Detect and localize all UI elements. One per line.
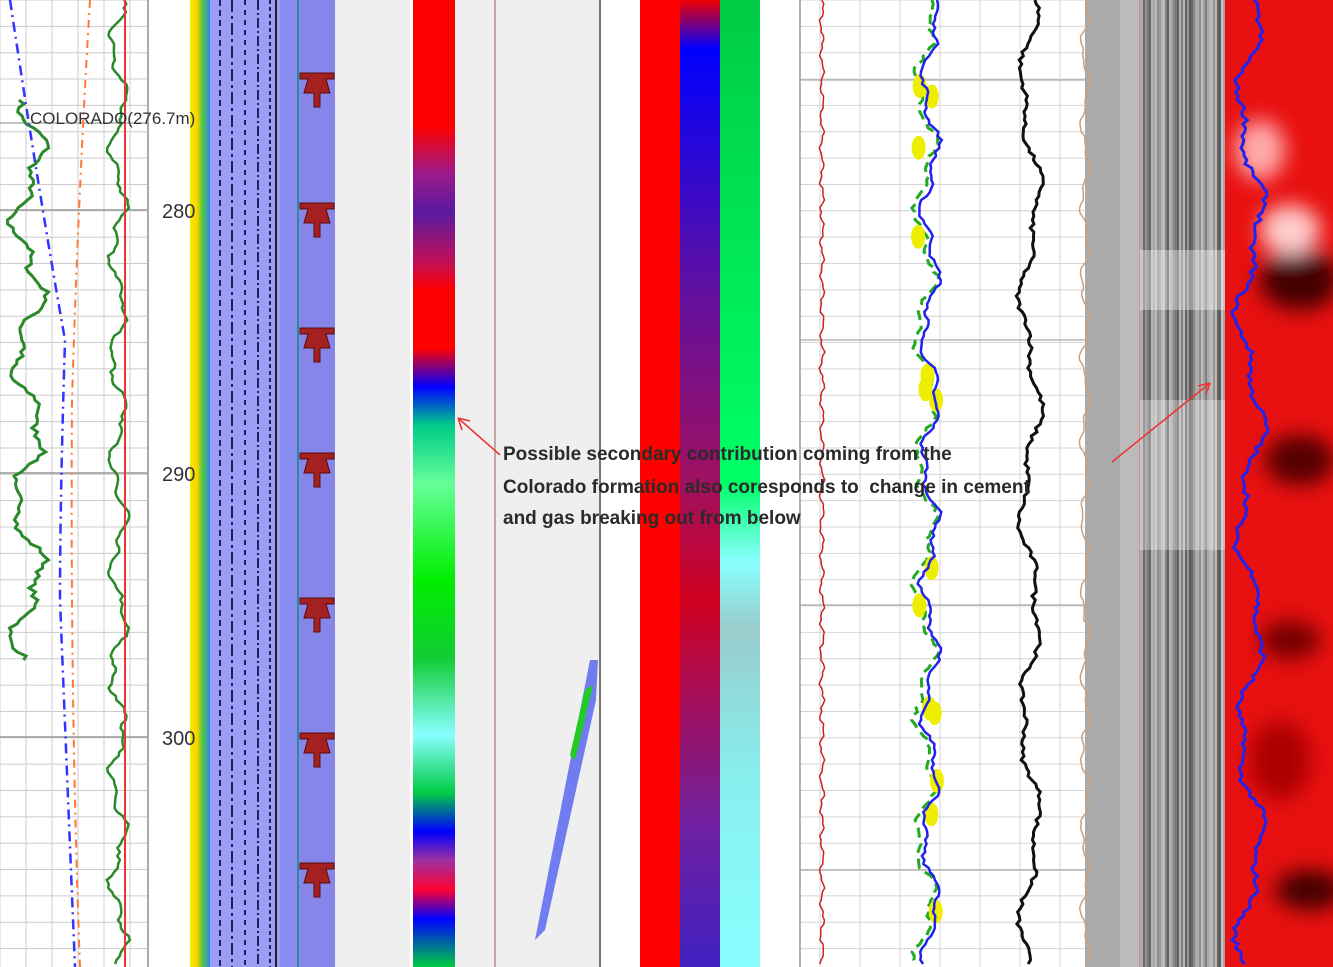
page: Well log view {"formation_label": "COLOR… <box>0 0 1333 967</box>
depth-label: 300 <box>162 728 195 750</box>
formation-label: COLORADO(276.7m) <box>30 109 195 128</box>
vdl-bright <box>1140 400 1225 550</box>
depth-label: 290 <box>162 464 195 486</box>
blank-track <box>335 0 410 967</box>
blotch <box>1250 720 1310 800</box>
depth-label: 280 <box>162 201 195 223</box>
track-gap <box>1120 0 1140 967</box>
annotation-line: and gas breaking out from below <box>503 508 801 529</box>
body: COLORADO(276.7m) 280 290 300 Possible se… <box>0 0 1333 967</box>
log-view: COLORADO(276.7m) 280 290 300 Possible se… <box>0 0 1333 967</box>
blotch <box>1260 620 1320 660</box>
fill-yellow <box>912 136 926 160</box>
blotch <box>1265 435 1333 485</box>
annotation-line: Possible secondary contribution coming f… <box>503 444 952 465</box>
vdl-bright <box>1140 250 1225 310</box>
fill-yellow <box>924 802 938 826</box>
annotation-line: Colorado formation also coresponds to ch… <box>503 477 1030 498</box>
color-bar <box>413 0 455 967</box>
blotch <box>1260 205 1320 255</box>
fill-yellow <box>911 225 925 249</box>
